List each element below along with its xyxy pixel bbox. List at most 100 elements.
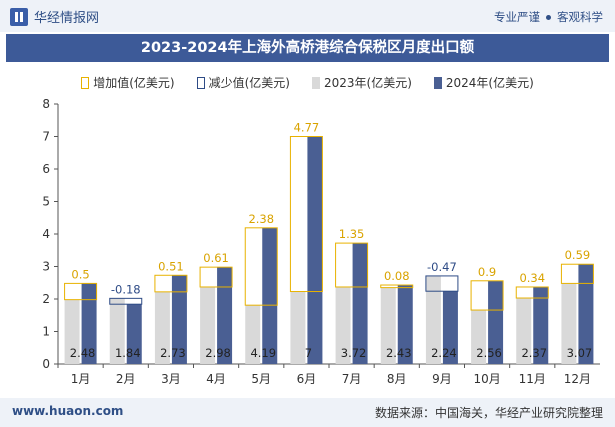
- legend-swatch-2023: [311, 76, 320, 89]
- legend-swatch-decrease: [196, 76, 205, 89]
- x-tick-label: 3月: [161, 372, 181, 386]
- value-label-2024: 2.98: [205, 346, 231, 360]
- chart-legend: 增加值(亿美元) 减少值(亿美元) 2023年(亿美元) 2024年(亿美元): [0, 74, 615, 91]
- x-tick-label: 11月: [519, 372, 546, 386]
- y-tick-label: 1: [42, 325, 50, 339]
- x-tick-label: 1月: [71, 372, 91, 386]
- value-label-2024: 4.19: [250, 346, 276, 360]
- change-label: 0.08: [384, 269, 410, 283]
- bar-2023: [380, 287, 396, 364]
- change-label: 1.35: [339, 227, 365, 241]
- chart-title: 2023-2024年上海外高桥港综合保税区月度出口额: [6, 34, 609, 62]
- change-label: 0.61: [203, 251, 229, 265]
- y-tick-label: 3: [42, 260, 50, 274]
- bar-2024: [533, 286, 549, 364]
- bar-2023: [471, 310, 487, 364]
- y-tick-label: 4: [42, 227, 50, 241]
- bar-2024: [81, 283, 97, 364]
- increase-outline: [335, 242, 369, 288]
- change-label: -0.47: [427, 260, 457, 274]
- bar-2024: [307, 136, 323, 364]
- value-label-2024: 2.24: [431, 346, 457, 360]
- value-label-2024: 3.07: [567, 346, 593, 360]
- increase-outline: [199, 266, 233, 288]
- legend-swatch-increase: [81, 76, 90, 89]
- change-label: 0.59: [565, 248, 591, 262]
- legend-label-increase: 增加值(亿美元): [93, 76, 175, 90]
- increase-outline: [380, 284, 414, 289]
- change-label: 0.34: [519, 271, 545, 285]
- bar-2024: [262, 227, 278, 364]
- bar-2024: [578, 264, 594, 364]
- legend-label-decrease: 减少值(亿美元): [208, 76, 290, 90]
- legend-item-decrease: 减少值(亿美元): [196, 74, 290, 91]
- value-label-2024: 3.72: [341, 346, 367, 360]
- value-label-2024: 2.37: [521, 346, 547, 360]
- y-tick-label: 0: [42, 357, 50, 371]
- change-label: -0.18: [111, 282, 141, 296]
- change-label: 4.77: [294, 121, 320, 135]
- value-label-2024: 1.84: [115, 346, 141, 360]
- legend-label-2023: 2023年(亿美元): [323, 76, 412, 90]
- value-label-2024: 2.48: [70, 346, 96, 360]
- y-tick-label: 2: [42, 292, 50, 306]
- bar-2024: [171, 275, 187, 364]
- y-tick-label: 6: [42, 162, 50, 176]
- increase-outline: [470, 280, 504, 311]
- bar-2023: [245, 305, 261, 364]
- legend-item-2024: 2024年(亿美元): [433, 74, 534, 91]
- increase-outline: [244, 227, 278, 306]
- bar-2023: [516, 298, 532, 364]
- footer-source: 数据来源：中国海关，华经产业研究院整理: [374, 406, 603, 420]
- bar-2024: [126, 304, 142, 364]
- change-label: 0.51: [158, 259, 184, 273]
- x-tick-label: 10月: [473, 372, 500, 386]
- x-tick-label: 8月: [387, 372, 407, 386]
- x-tick-label: 5月: [251, 372, 271, 386]
- legend-item-increase: 增加值(亿美元): [81, 74, 175, 91]
- x-tick-label: 12月: [564, 372, 591, 386]
- increase-outline: [515, 286, 549, 299]
- bar-2023: [64, 299, 80, 364]
- brand: 华经情报网: [10, 7, 99, 26]
- legend-swatch-2024: [433, 76, 442, 89]
- brand-name: 华经情报网: [34, 11, 100, 26]
- change-label: 0.9: [478, 265, 496, 279]
- value-label-2024: 7: [305, 346, 312, 360]
- x-tick-label: 7月: [342, 372, 362, 386]
- increase-outline: [154, 274, 188, 293]
- value-label-2024: 2.43: [386, 346, 412, 360]
- decrease-outline: [109, 297, 143, 305]
- bar-2024: [217, 267, 233, 364]
- bar-2024: [352, 243, 368, 364]
- increase-outline: [289, 136, 323, 293]
- increase-outline: [64, 282, 98, 301]
- legend-label-2024: 2024年(亿美元): [445, 76, 534, 90]
- bar-2024: [488, 280, 504, 364]
- y-tick-label: 5: [42, 195, 50, 209]
- tagline-right: 客观科学: [557, 10, 603, 24]
- y-tick-label: 8: [42, 97, 50, 111]
- bar-2023: [109, 298, 125, 364]
- bar-2023: [290, 291, 306, 364]
- bar-2023: [561, 283, 577, 364]
- tagline: 专业严谨 客观科学: [494, 9, 603, 25]
- bar-chart: 0 1 2 3 4 5 6 7 8 1月 0.5 2.48 2月 -0.18 1.84 3月 0.51 2.73 4…: [42, 97, 600, 386]
- increase-outline: [560, 263, 594, 284]
- change-label: 2.38: [248, 212, 274, 226]
- brand-logo-icon: [10, 7, 28, 26]
- legend-item-2023: 2023年(亿美元): [311, 74, 412, 91]
- x-tick-label: 2月: [116, 372, 136, 386]
- value-label-2024: 2.73: [160, 346, 186, 360]
- value-label-2024: 2.56: [476, 346, 502, 360]
- change-label: 0.5: [71, 267, 89, 281]
- decrease-outline: [425, 275, 459, 292]
- bar-2024: [442, 291, 458, 364]
- tagline-left: 专业严谨: [494, 10, 540, 24]
- bar-2023: [154, 291, 170, 364]
- x-tick-label: 9月: [432, 372, 452, 386]
- footer: www.huaon.com 数据来源：中国海关，华经产业研究院整理: [0, 398, 615, 427]
- y-tick-label: 7: [42, 130, 50, 144]
- bar-2023: [425, 275, 441, 364]
- bar-2024: [397, 285, 413, 364]
